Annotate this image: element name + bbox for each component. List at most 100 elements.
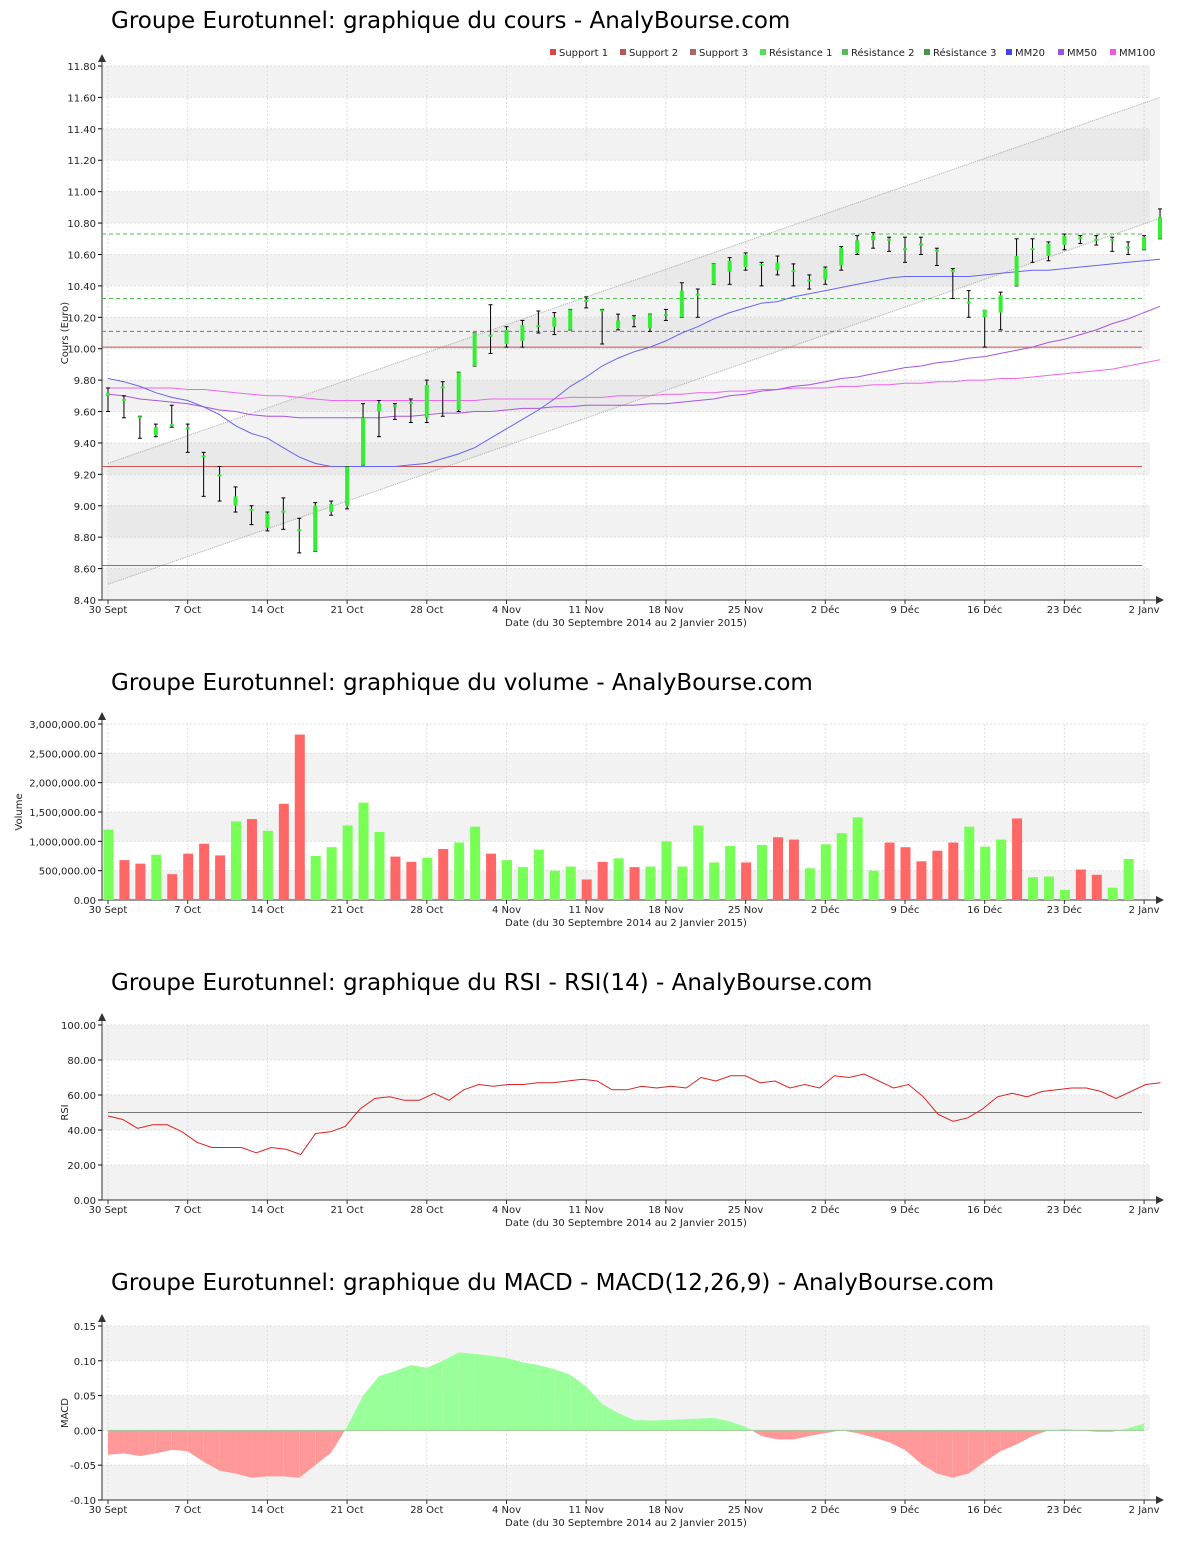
volume-bar bbox=[629, 867, 640, 900]
macd-area-segment bbox=[968, 1430, 985, 1474]
macd-x-tick-label: 16 Déc bbox=[967, 1504, 1002, 1516]
macd-x-tick-label: 21 Oct bbox=[330, 1505, 363, 1516]
volume-bar bbox=[741, 862, 752, 900]
candle-body bbox=[504, 329, 509, 344]
macd-area-segment bbox=[347, 1395, 364, 1431]
price-band bbox=[102, 254, 1150, 286]
volume-bar bbox=[1123, 858, 1134, 900]
volume-bar bbox=[820, 844, 831, 900]
volume-y-arrow bbox=[98, 712, 106, 720]
volume-bar bbox=[565, 866, 576, 900]
mm50-line bbox=[107, 305, 1161, 419]
candle-body bbox=[807, 279, 812, 282]
candle-body bbox=[727, 260, 732, 272]
macd-x-tick-label: 2 Janv bbox=[1129, 1505, 1160, 1516]
rsi-x-tick-label: 7 Oct bbox=[174, 1205, 201, 1216]
rsi-x-tick-label: 4 Nov bbox=[492, 1205, 521, 1216]
price-x-tick-label: 2 Déc bbox=[811, 604, 840, 616]
candle-body bbox=[329, 504, 334, 513]
candle-body bbox=[1142, 237, 1147, 250]
volume-bar bbox=[996, 839, 1007, 900]
volume-bar bbox=[151, 854, 162, 900]
rsi-x-tick-label: 2 Déc bbox=[811, 1204, 840, 1216]
volume-bar bbox=[310, 856, 321, 900]
volume-bar bbox=[980, 846, 991, 900]
macd-area-segment bbox=[506, 1358, 523, 1431]
candle-body bbox=[1078, 237, 1083, 240]
rsi-band bbox=[102, 1165, 1150, 1200]
candle-body bbox=[616, 320, 621, 329]
volume-bar bbox=[852, 817, 863, 900]
macd-area-segment bbox=[426, 1360, 443, 1431]
volume-bar bbox=[884, 842, 895, 900]
rsi-y-arrow bbox=[98, 1013, 106, 1021]
macd-area-segment bbox=[331, 1430, 345, 1453]
price-y-tick-label: 9.40 bbox=[74, 439, 96, 450]
macd-area-segment bbox=[952, 1430, 969, 1478]
price-y-tick-label: 9.20 bbox=[74, 470, 96, 481]
volume-x-arrow bbox=[1156, 896, 1164, 904]
volume-bar bbox=[1091, 874, 1102, 900]
price-band bbox=[102, 191, 1150, 224]
volume-bar bbox=[103, 829, 114, 900]
candle-body bbox=[345, 466, 350, 506]
macd-area-segment bbox=[538, 1364, 555, 1431]
macd-area-segment bbox=[809, 1430, 826, 1436]
candle-body bbox=[823, 268, 828, 280]
rsi-y-tick-label: 20.00 bbox=[67, 1161, 96, 1172]
legend-label: Support 3 bbox=[699, 48, 748, 59]
price-x-tick-label: 18 Nov bbox=[648, 605, 684, 616]
volume-bar bbox=[167, 874, 178, 900]
macd-area-segment bbox=[123, 1430, 140, 1457]
macd-area-segment bbox=[729, 1421, 746, 1431]
price-band bbox=[102, 505, 1150, 538]
volume-bar bbox=[374, 831, 385, 900]
candle-body bbox=[185, 427, 190, 430]
candle-body bbox=[903, 248, 907, 251]
price-y-tick-label: 8.40 bbox=[74, 596, 96, 607]
volume-bar bbox=[486, 853, 497, 900]
candle-body bbox=[424, 384, 429, 418]
macd-area-segment bbox=[1032, 1430, 1049, 1436]
volume-y-tick-label: 1,000,000.00 bbox=[29, 837, 96, 848]
macd-y-tick-label: 0.05 bbox=[74, 1392, 96, 1403]
rsi-y-tick-label: 100.00 bbox=[61, 1021, 96, 1032]
rsi-x-arrow bbox=[1156, 1196, 1164, 1204]
volume-bar bbox=[804, 868, 815, 900]
macd-area-segment bbox=[751, 1430, 762, 1436]
legend-label: Résistance 1 bbox=[769, 47, 832, 59]
candle-body bbox=[233, 496, 238, 506]
candle-body bbox=[137, 416, 142, 419]
legend-swatch bbox=[760, 49, 766, 55]
trend-channel-area bbox=[108, 97, 1161, 585]
volume-bar bbox=[533, 849, 544, 900]
macd-area-segment bbox=[155, 1430, 172, 1454]
volume-chart: 0.00 500,000.00 1,000,000.00 1,500,000.00 2,… bbox=[14, 712, 1164, 929]
volume-bar bbox=[1107, 887, 1118, 900]
candle-body bbox=[297, 529, 302, 532]
volume-bar bbox=[868, 870, 879, 900]
rsi-x-tick-label: 2 Janv bbox=[1129, 1205, 1160, 1216]
rsi-x-axis-label: Date (du 30 Septembre 2014 au 2 Janvier … bbox=[505, 1218, 747, 1229]
candle-body bbox=[392, 405, 397, 408]
volume-bar bbox=[390, 856, 401, 900]
macd-area-segment bbox=[889, 1430, 905, 1450]
volume-x-tick-label: 2 Janv bbox=[1129, 905, 1160, 916]
legend-label: Support 2 bbox=[629, 48, 678, 59]
legend-label: Support 1 bbox=[559, 48, 608, 59]
candle-body bbox=[472, 333, 477, 366]
macd-x-tick-label: 9 Déc bbox=[891, 1504, 920, 1516]
macd-chart-title: Groupe Eurotunnel: graphique du MACD - M… bbox=[111, 1270, 995, 1296]
price-y-axis-label: Cours (Euro) bbox=[60, 302, 71, 365]
price-x-tick-label: 28 Oct bbox=[410, 605, 443, 616]
candle-body bbox=[361, 417, 366, 465]
price-x-tick-label: 7 Oct bbox=[174, 605, 201, 616]
candle-body bbox=[217, 474, 222, 477]
volume-chart-title: Groupe Eurotunnel: graphique du volume -… bbox=[111, 670, 813, 696]
rsi-x-tick-label: 11 Nov bbox=[568, 1205, 604, 1216]
macd-x-tick-label: 25 Nov bbox=[728, 1505, 764, 1516]
rsi-x-tick-label: 21 Oct bbox=[330, 1205, 363, 1216]
legend-swatch bbox=[924, 49, 930, 55]
legend-label: MM50 bbox=[1067, 48, 1097, 59]
candle-body bbox=[871, 235, 876, 241]
